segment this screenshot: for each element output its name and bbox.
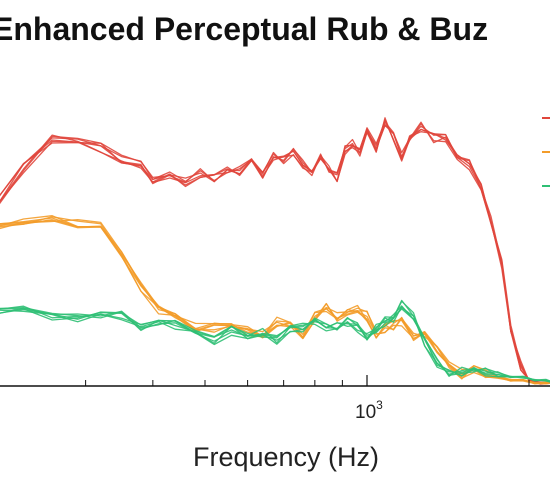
x-ticks: 103 (85, 375, 530, 423)
series-1-trace-2 (0, 215, 550, 384)
series-group-2 (0, 299, 550, 383)
legend (542, 117, 550, 187)
series-2-trace-2 (0, 305, 550, 383)
series-2-trace-5 (0, 307, 550, 382)
x-tick-label-0: 103 (355, 398, 383, 423)
series-group-1 (0, 215, 550, 385)
series-group-0 (0, 117, 550, 385)
series-0-trace-4 (0, 123, 550, 384)
series-1-trace-0 (0, 217, 550, 384)
series-1-trace-5 (0, 219, 550, 385)
x-tick-label-exponent-0: 3 (376, 398, 383, 412)
chart-title: Enhanced Perceptual Rub & Buz (0, 11, 488, 47)
series-0-trace-5 (0, 121, 550, 385)
x-axis-label: Frequency (Hz) (193, 442, 379, 472)
series-2-trace-3 (0, 308, 550, 383)
series-layer (0, 117, 550, 385)
series-1-trace-4 (0, 219, 550, 385)
series-0-trace-1 (0, 121, 550, 384)
x-tick-label-base-0: 10 (355, 402, 376, 423)
series-1-trace-1 (0, 216, 550, 385)
series-1-trace-3 (0, 219, 550, 385)
